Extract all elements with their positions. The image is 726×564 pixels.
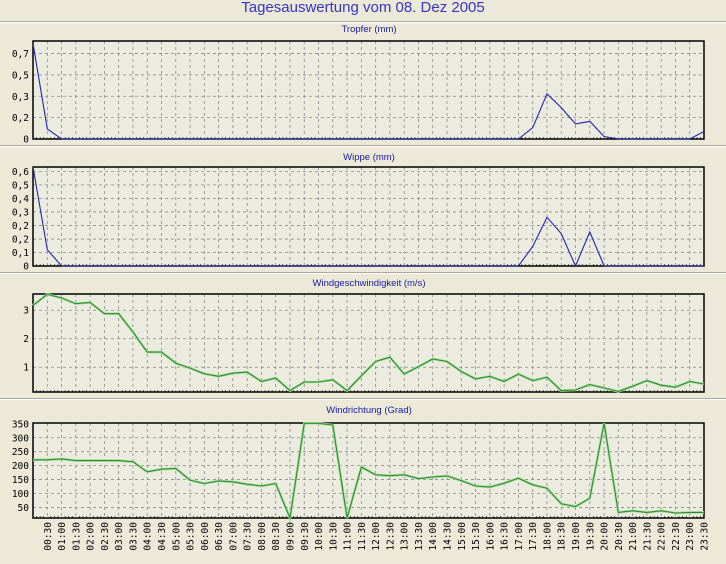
x-tick-label: 00:30 [43,522,54,551]
x-tick-label: 07:00 [228,522,239,551]
x-tick-label: 22:30 [671,522,682,551]
y-tick-label: 0,3 [12,92,29,103]
y-tick-label: 350 [12,419,29,430]
y-tick-label: 0,4 [12,194,29,205]
x-tick-label: 05:30 [186,522,197,551]
chart-wippe: 0 0,1 0,2 0,2 0,3 0,4 0,5 0,6 [12,166,705,273]
x-tick-label: 09:30 [300,522,311,551]
separator [0,398,726,400]
x-tick-label: 19:00 [571,522,582,551]
x-tick-label: 15:00 [457,522,468,551]
x-tick-label: 18:30 [557,522,568,551]
x-tick-label: 07:30 [243,522,254,551]
chart-tropfer: 0 0,2 0,3 0,5 0,7 [12,40,705,146]
plot-border [32,422,705,519]
y-tick-label: 3 [23,306,29,317]
y-tick-label: 300 [12,433,29,444]
x-tick-label: 23:00 [685,522,696,551]
y-tick-label: 0,2 [12,113,29,124]
plot-area [33,167,704,266]
y-tick-label: 250 [12,447,29,458]
chart-windspeed: 1 2 3 [23,292,705,393]
separator [0,145,726,147]
chart-title-winddirection: Windrichtung (Grad) [326,405,412,416]
x-tick-label: 03:30 [128,522,139,551]
y-tick-label: 0,7 [12,49,29,60]
x-tick-label: 17:00 [514,522,525,551]
x-tick-label: 04:00 [143,522,154,551]
x-tick-label: 23:30 [700,522,711,551]
x-tick-label: 18:00 [542,522,553,551]
series-line [32,293,705,392]
x-tick-label: 08:30 [271,522,282,551]
series-line [33,422,704,521]
x-tick-label: 01:00 [57,522,68,551]
x-tick-label: 04:30 [157,522,168,551]
x-tick-label: 10:00 [314,522,325,551]
separator [0,21,726,23]
x-tick-label: 10:30 [328,522,339,551]
y-tick-label: 50 [18,503,30,514]
series-line [32,166,704,268]
y-tick-label: 0,6 [12,167,29,178]
plot-area [33,41,704,139]
x-tick-label: 21:30 [642,522,653,551]
y-tick-label: 0 [23,262,29,273]
chart-title-wippe: Wippe (mm) [343,152,395,163]
x-tick-label: 14:30 [443,522,454,551]
x-tick-label: 02:00 [86,522,97,551]
page-title: Tagesauswertung vom 08. Dez 2005 [241,0,485,16]
x-tick-label: 16:00 [485,522,496,551]
y-tick-label: 0,1 [12,248,29,259]
x-tick-label: 19:30 [585,522,596,551]
x-tick-label: 08:00 [257,522,268,551]
y-tick-label: 0,5 [12,70,29,81]
plot-border [32,293,705,393]
plot-area [33,294,704,392]
x-tick-label: 09:00 [285,522,296,551]
x-tick-label: 17:30 [528,522,539,551]
x-tick-label: 03:00 [114,522,125,551]
separator [0,272,726,274]
y-tick-label: 2 [23,334,29,345]
x-tick-label: 21:00 [628,522,639,551]
y-tick-label: 0 [23,135,29,146]
chart-title-tropfer: Tropfer (mm) [341,24,397,35]
y-tick-label: 0,5 [12,180,29,191]
y-tick-label: 0,3 [12,207,29,218]
x-tick-label: 15:30 [471,522,482,551]
x-tick-label: 12:00 [371,522,382,551]
y-tick-label: 200 [12,461,29,472]
x-tick-label: 13:00 [400,522,411,551]
x-tick-label: 16:30 [500,522,511,551]
x-tick-label: 13:30 [414,522,425,551]
x-tick-label: 20:00 [600,522,611,551]
x-tick-label: 05:00 [171,522,182,551]
y-tick-label: 0,2 [12,235,29,246]
chart-title-windspeed: Windgeschwindigkeit (m/s) [312,278,426,289]
y-tick-label: 150 [12,475,29,486]
x-tick-label: 20:30 [614,522,625,551]
x-tick-label: 01:30 [71,522,82,551]
series-line [32,43,705,140]
x-tick-label: 11:00 [343,522,354,551]
x-tick-label: 06:30 [214,522,225,551]
y-tick-label: 100 [12,489,29,500]
y-tick-label: 0,2 [12,221,29,232]
x-tick-label: 12:30 [385,522,396,551]
chart-winddirection: 50 100 150 200 250 300 350 00:30 01:00 01:30 02:00… [12,419,711,550]
x-tick-label: 11:30 [357,522,368,551]
x-tick-label: 22:00 [657,522,668,551]
y-tick-label: 1 [23,363,29,374]
x-tick-label: 06:00 [200,522,211,551]
x-tick-label: 02:30 [100,522,111,551]
x-tick-label: 14:00 [428,522,439,551]
